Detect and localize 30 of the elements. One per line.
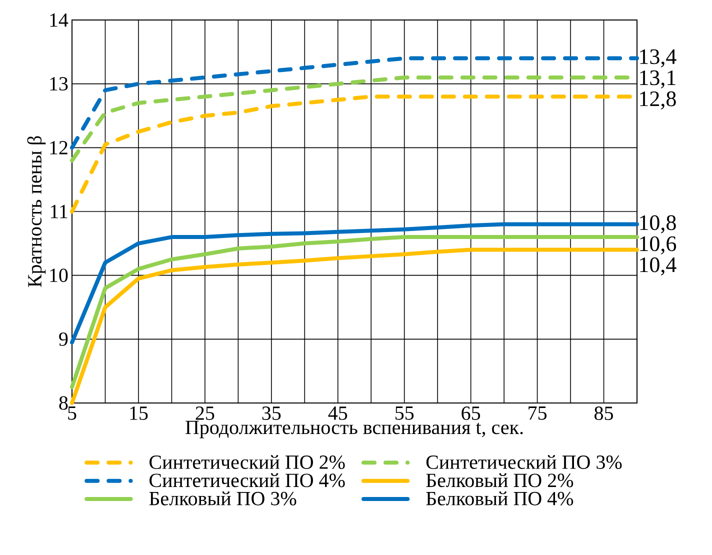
- data-label: 10,6: [640, 236, 676, 254]
- legend-label: Белковый ПО 2%: [426, 473, 574, 488]
- y-tick-label: 12: [50, 141, 68, 154]
- data-label: 12,8: [640, 91, 676, 110]
- data-label: 13,4: [640, 49, 676, 68]
- y-tick-label: 9: [59, 332, 68, 346]
- legend-label: Синтетический ПО 2%: [150, 455, 345, 470]
- legend-label: Белковый ПО 3%: [149, 491, 296, 506]
- data-label: 10,8: [640, 215, 676, 234]
- x-tick-label: 25: [196, 406, 214, 420]
- y-tick-label: 10: [50, 268, 68, 282]
- x-tick-label: 35: [262, 406, 281, 420]
- x-tick-label: 45: [328, 406, 348, 420]
- x-tick-label: 75: [528, 406, 547, 420]
- legend-label: Белковый ПО 4%: [426, 491, 574, 506]
- legend-label: Синтетический ПО 4%: [150, 473, 345, 488]
- x-tick-label: 5: [68, 406, 76, 420]
- y-tick-label: 13: [50, 77, 68, 91]
- legend-label: Синтетический ПО 3%: [426, 455, 622, 470]
- x-tick-label: 65: [462, 406, 480, 420]
- y-tick-label: 11: [50, 204, 68, 218]
- x-tick-label: 55: [396, 406, 414, 420]
- data-label: 10,4: [640, 257, 676, 276]
- x-axis-title: Продолжительность вспенивания t, сек.: [186, 420, 523, 438]
- x-tick-label: 85: [594, 406, 613, 420]
- data-label: 13,1: [640, 70, 676, 88]
- y-axis-title: Кратность пены β: [27, 136, 46, 288]
- y-tick-label: 14: [50, 13, 68, 27]
- x-tick-label: 15: [130, 406, 148, 420]
- y-tick-label: 8: [59, 396, 68, 410]
